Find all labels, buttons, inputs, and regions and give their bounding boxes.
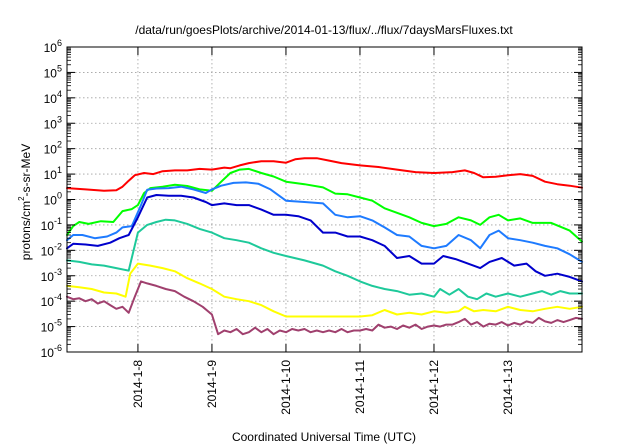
- y-tick-label: 101: [44, 165, 62, 182]
- y-tick-label: 10-4: [41, 292, 62, 309]
- y-tick-label: 105: [44, 63, 62, 80]
- series-line-1: [66, 157, 583, 192]
- y-axis-label: protons/cm2-s-sr-MeV: [17, 144, 33, 260]
- y-tick-label: 104: [44, 89, 62, 106]
- chart-title: /data/run/goesPlots/archive/2014-01-13/f…: [135, 23, 513, 37]
- x-tick-label: 2014-1-9: [205, 360, 219, 408]
- x-tick-label: 2014-1-11: [353, 360, 367, 414]
- y-tick-label: 10-2: [41, 241, 62, 258]
- series-line-7: [66, 280, 583, 336]
- y-axis-label-prefix: protons/cm: [19, 201, 33, 260]
- series-layer: [66, 157, 583, 336]
- axis-ticks: 10-6 10-5 10-4 10-3 10-2 10-1 100 101 102 103 104 1…: [41, 38, 582, 415]
- y-tick-label: 10-1: [41, 216, 62, 233]
- x-tick-label: 2014-1-10: [279, 360, 293, 415]
- x-tick-label: 2014-1-13: [501, 360, 515, 415]
- y-tick-label: 10-3: [41, 267, 62, 284]
- y-tick-label: 102: [44, 140, 62, 157]
- y-tick-label: 103: [44, 114, 62, 131]
- y-tick-label: 100: [44, 191, 62, 208]
- y-axis-label-superscript: 2: [17, 196, 26, 201]
- series-line-2: [66, 167, 583, 243]
- x-tick-label: 2014-1-8: [131, 360, 145, 408]
- y-tick-label: 106: [44, 38, 62, 55]
- series-line-6: [66, 262, 583, 318]
- series-line-3: [66, 181, 583, 263]
- y-tick-label: 10-6: [41, 343, 62, 360]
- x-axis-label: Coordinated Universal Time (UTC): [232, 430, 416, 444]
- series-line-5: [66, 218, 583, 301]
- y-axis-label-suffix: -s-sr-MeV: [19, 144, 33, 197]
- series-line-4: [66, 194, 583, 283]
- x-tick-label: 2014-1-12: [427, 360, 441, 415]
- grid: [67, 47, 582, 352]
- y-tick-label: 10-5: [41, 318, 62, 335]
